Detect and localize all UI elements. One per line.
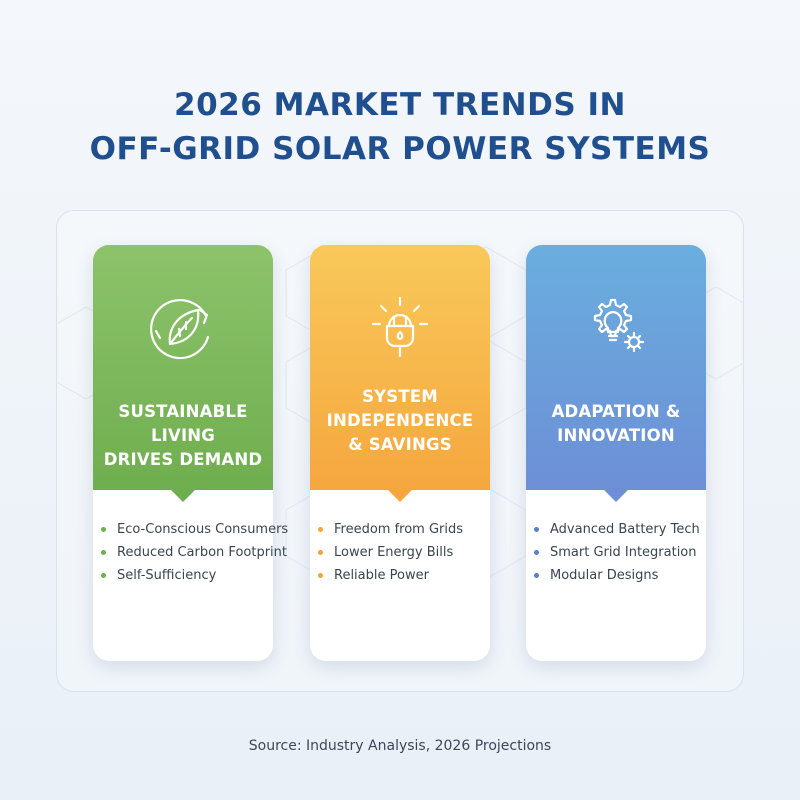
card-header: SUSTAINABLE LIVING DRIVES DEMAND (93, 245, 273, 490)
list-item-text: Lower Energy Bills (334, 545, 454, 560)
list-item: Advanced Battery Tech (526, 518, 706, 541)
list-item-text: Smart Grid Integration (550, 545, 697, 560)
list-item-text: Reliable Power (334, 568, 429, 583)
list-item-text: Self-Sufficiency (117, 568, 217, 583)
lightbulb-gear-icon (593, 298, 645, 353)
bullet-list: Advanced Battery Tech Smart Grid Integra… (526, 518, 706, 587)
card-notch (171, 490, 195, 502)
page-title: 2026 MARKET TRENDS IN OFF-GRID SOLAR POW… (0, 83, 800, 171)
bullet-dot (318, 573, 323, 578)
title-line-2: OFF-GRID SOLAR POWER SYSTEMS (89, 131, 711, 167)
card-adaptation-innovation: ADAPATION & INNOVATION Advanced Battery … (526, 245, 706, 661)
list-item-text: Freedom from Grids (334, 522, 464, 537)
list-item: Reduced Carbon Footprint (93, 541, 287, 564)
bullet-dot (101, 550, 106, 555)
bullet-dot (534, 573, 539, 578)
card-notch (388, 490, 412, 502)
card-header: ADAPATION & INNOVATION (526, 245, 706, 490)
list-item-text: Advanced Battery Tech (550, 522, 700, 537)
leaf-cycle-icon (150, 298, 210, 360)
list-item: Self-Sufficiency (93, 564, 273, 587)
card-header: SYSTEM INDEPENDENCE & SAVINGS (310, 245, 490, 490)
list-item: Freedom from Grids (310, 518, 490, 541)
list-item: Eco-Conscious Consumers (93, 518, 288, 541)
bullet-dot (534, 550, 539, 555)
lightbulb-plug-icon (371, 296, 429, 358)
card-heading: ADAPATION & INNOVATION (551, 402, 681, 445)
bullet-dot (101, 527, 106, 532)
bullet-dot (318, 527, 323, 532)
card-system-independence: SYSTEM INDEPENDENCE & SAVINGS Freedom fr… (310, 245, 490, 661)
list-item-text: Modular Designs (550, 568, 659, 583)
bullet-dot (534, 527, 539, 532)
list-item-text: Reduced Carbon Footprint (117, 545, 287, 560)
card-notch (604, 490, 628, 502)
card-heading: SYSTEM INDEPENDENCE & SAVINGS (326, 387, 474, 454)
bullet-dot (101, 573, 106, 578)
bullet-list: Eco-Conscious Consumers Reduced Carbon F… (93, 518, 288, 587)
list-item: Reliable Power (310, 564, 490, 587)
title-line-1: 2026 MARKET TRENDS IN (174, 87, 626, 123)
bullet-dot (318, 550, 323, 555)
list-item-text: Eco-Conscious Consumers (117, 522, 289, 537)
list-item: Modular Designs (526, 564, 706, 587)
list-item: Lower Energy Bills (310, 541, 490, 564)
list-item: Smart Grid Integration (526, 541, 706, 564)
source-caption: Source: Industry Analysis, 2026 Projecti… (248, 738, 552, 754)
card-sustainable-living: SUSTAINABLE LIVING DRIVES DEMAND Eco-Con… (93, 245, 288, 661)
bullet-list: Freedom from Grids Lower Energy Bills Re… (310, 518, 490, 587)
card-heading: SUSTAINABLE LIVING DRIVES DEMAND (103, 402, 263, 469)
